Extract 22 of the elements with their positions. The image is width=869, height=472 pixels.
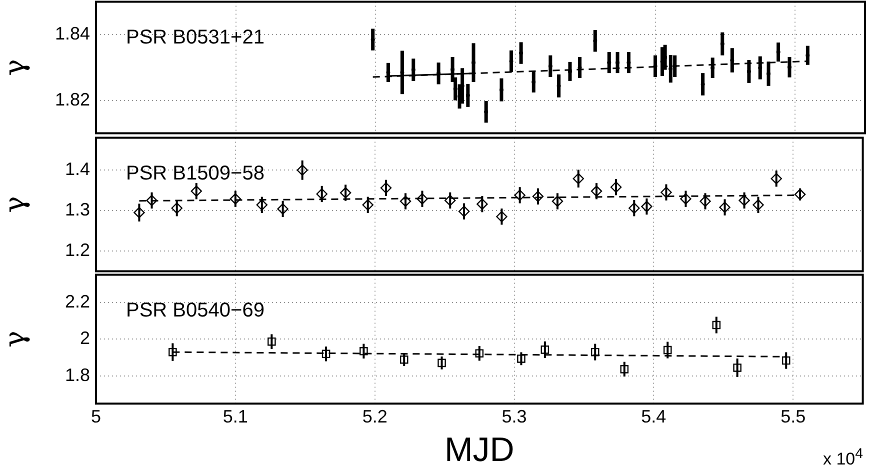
y-tick-label: 1.2 bbox=[64, 240, 90, 260]
text: PSR B0540−69 bbox=[126, 299, 264, 322]
y-tick-label: 1.82 bbox=[54, 89, 90, 110]
x-tick-label: 5.5 bbox=[780, 406, 806, 426]
text: PSR B0531+21 bbox=[126, 26, 264, 48]
y-axis-title: γ bbox=[0, 330, 32, 348]
text: PSR B1509−58 bbox=[126, 162, 264, 184]
y-tick-label: 1.84 bbox=[54, 24, 90, 44]
y-axis-title: γ bbox=[0, 59, 32, 76]
x-tick-label: 5.4 bbox=[641, 406, 666, 426]
x-tick-label: 5.3 bbox=[502, 406, 527, 426]
x-axis-title: MJD bbox=[444, 430, 514, 469]
y-axis-title: γ bbox=[0, 196, 32, 213]
y-tick-label: 2 bbox=[80, 328, 90, 348]
x-tick-label: 5.2 bbox=[362, 406, 388, 426]
text: x 10$^{4}$ bbox=[822, 446, 863, 470]
x-tick-label: 5 bbox=[90, 406, 102, 426]
y-tick-label: 1.8 bbox=[64, 364, 90, 385]
y-tick-label: 1.3 bbox=[64, 200, 90, 220]
y-tick-label: 2.2 bbox=[64, 291, 90, 312]
x-tick-label: 5.1 bbox=[222, 406, 248, 426]
y-tick-label: 1.4 bbox=[64, 159, 90, 180]
